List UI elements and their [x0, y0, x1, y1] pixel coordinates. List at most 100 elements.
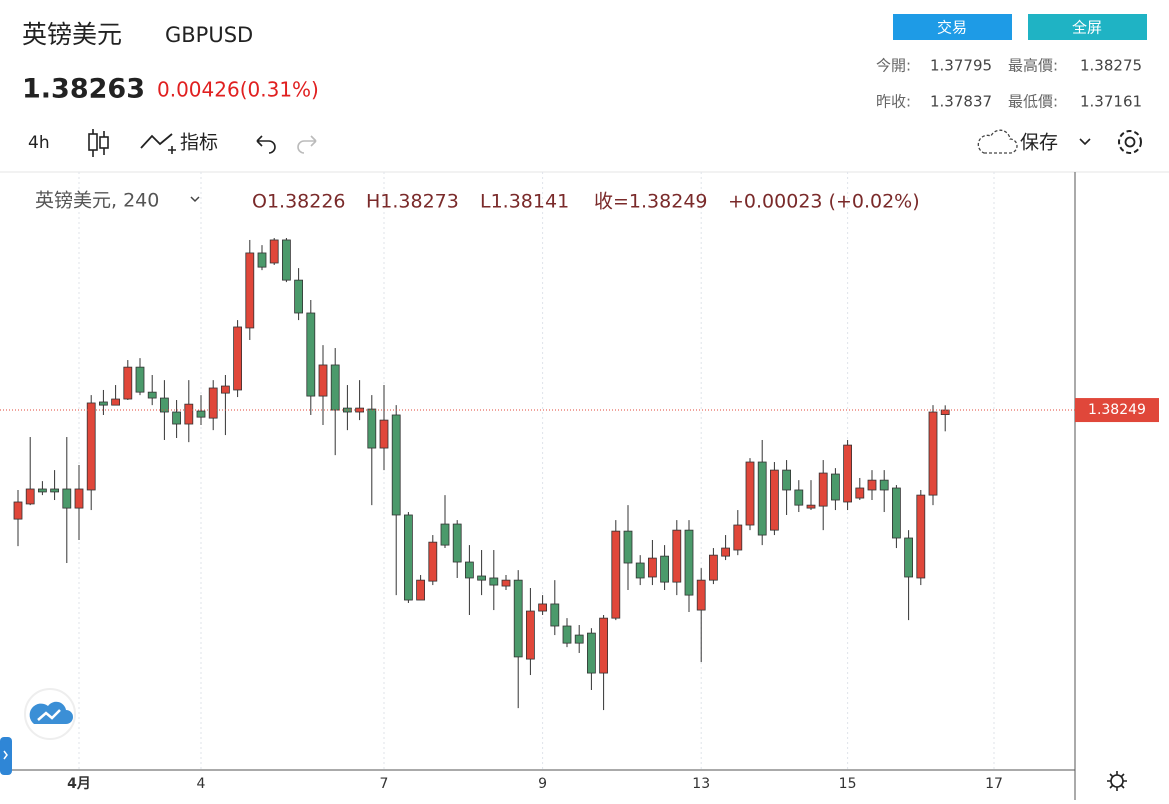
legend-title: 英镑美元, 240	[35, 190, 159, 212]
candle-body	[721, 547, 730, 557]
candle-body	[452, 523, 462, 563]
candle-body	[940, 409, 950, 415]
legend-low: L1.38141	[480, 191, 569, 213]
x-tick-label: 9	[538, 776, 547, 792]
candle-body	[599, 617, 608, 674]
x-tick-label: 17	[985, 776, 1003, 792]
candle-body	[25, 488, 35, 505]
candle-body	[62, 488, 72, 509]
candle-body	[818, 472, 828, 507]
candle-body	[611, 530, 621, 619]
stat-value: 1.37837	[930, 93, 992, 111]
candle-body	[318, 364, 328, 397]
last-price: 1.38263	[22, 74, 145, 105]
candle-body	[172, 411, 182, 425]
stat-label: 最低價:	[1008, 93, 1058, 111]
indicator-icon[interactable]	[140, 133, 173, 149]
candle-body	[916, 494, 926, 579]
candle-body	[623, 530, 633, 564]
candle-body	[464, 561, 474, 579]
logo-badge[interactable]	[24, 688, 76, 740]
candle-body	[782, 469, 791, 491]
candle-body	[867, 479, 877, 491]
candle-body	[635, 562, 645, 579]
instrument-name: 英镑美元	[22, 20, 122, 49]
legend-change: +0.00023 (+0.02%)	[728, 191, 920, 213]
candle-body	[367, 408, 377, 449]
candle-body	[660, 555, 669, 583]
indicator-plus[interactable]	[168, 146, 176, 154]
candle-body	[855, 487, 865, 499]
candle-body	[220, 385, 230, 394]
fullscreen-button-label[interactable]: 全屏	[1072, 19, 1102, 37]
x-tick-label: 4	[197, 776, 206, 792]
x-tick-label: 15	[839, 776, 857, 792]
last-price-tag	[1075, 398, 1159, 423]
candle-body	[489, 577, 499, 586]
candle-body	[416, 579, 426, 601]
candle-body	[696, 579, 706, 611]
candle-body	[135, 366, 145, 393]
candle-body	[770, 469, 779, 531]
x-tick-label: 13	[692, 776, 710, 792]
candle-body	[74, 488, 84, 509]
interval-button[interactable]: 4h	[28, 133, 50, 153]
candle-body	[843, 444, 852, 503]
last-price-marker: 1.38249	[0, 398, 1159, 423]
last-price-label: 1.38249	[1088, 402, 1146, 418]
stat-label: 今開:	[876, 57, 911, 75]
legend-chevron[interactable]	[190, 196, 200, 203]
stat-label: 最高價:	[1008, 57, 1058, 75]
indicators-button[interactable]: 指标	[180, 132, 218, 154]
candle-body	[391, 414, 401, 516]
candle-body	[892, 487, 901, 539]
trade-button-label[interactable]: 交易	[937, 19, 967, 37]
candle-body	[99, 401, 108, 406]
undo-icon[interactable]	[256, 135, 276, 154]
save-button[interactable]: 保存	[1020, 132, 1058, 154]
candle-body	[379, 419, 389, 449]
trade-button[interactable]	[893, 14, 1012, 40]
candle-body	[745, 461, 755, 526]
candle-body	[428, 541, 438, 582]
candle-body	[86, 402, 96, 491]
candle-body	[281, 239, 291, 281]
cloud-save-icon[interactable]	[977, 129, 1018, 154]
fullscreen-button[interactable]	[1028, 14, 1147, 40]
candle-body	[513, 579, 523, 658]
candle-body	[196, 410, 206, 418]
x-tick-label: 7	[380, 776, 389, 792]
candle-body	[757, 461, 767, 536]
ohlc-legend: O1.38226 H1.38273 L1.38141 收=1.38249 +0.…	[252, 191, 920, 213]
candle-body	[526, 610, 535, 660]
candle-body	[184, 403, 194, 425]
candle-body	[538, 603, 547, 612]
stats: 今開: 1.37795 最高價: 1.38275 昨收: 1.37837 最低價…	[876, 57, 1142, 111]
candle-type-icon[interactable]	[88, 129, 109, 157]
candle-body	[233, 326, 243, 391]
candle-body	[477, 575, 487, 581]
stat-value: 1.38275	[1080, 57, 1142, 75]
time-axis-settings[interactable]	[1107, 771, 1127, 791]
candle-body	[928, 411, 938, 496]
candle-body	[330, 364, 340, 411]
instrument-symbol: GBPUSD	[165, 23, 253, 47]
save-menu-chevron[interactable]	[1079, 138, 1091, 146]
candle-body	[709, 554, 718, 581]
legend-high: H1.38273	[366, 191, 459, 213]
legend-open: O1.38226	[252, 191, 346, 213]
candle-body	[831, 473, 840, 501]
candle-body	[550, 603, 560, 627]
candle-body	[294, 279, 304, 314]
candle-body	[147, 391, 157, 399]
redo-icon[interactable]	[297, 135, 317, 154]
candle-body	[672, 529, 682, 583]
candle-body	[562, 625, 572, 644]
candles	[13, 237, 950, 711]
candle-body	[574, 634, 584, 644]
side-panel-chevron[interactable]	[3, 750, 8, 760]
settings-icon[interactable]	[1118, 130, 1142, 154]
